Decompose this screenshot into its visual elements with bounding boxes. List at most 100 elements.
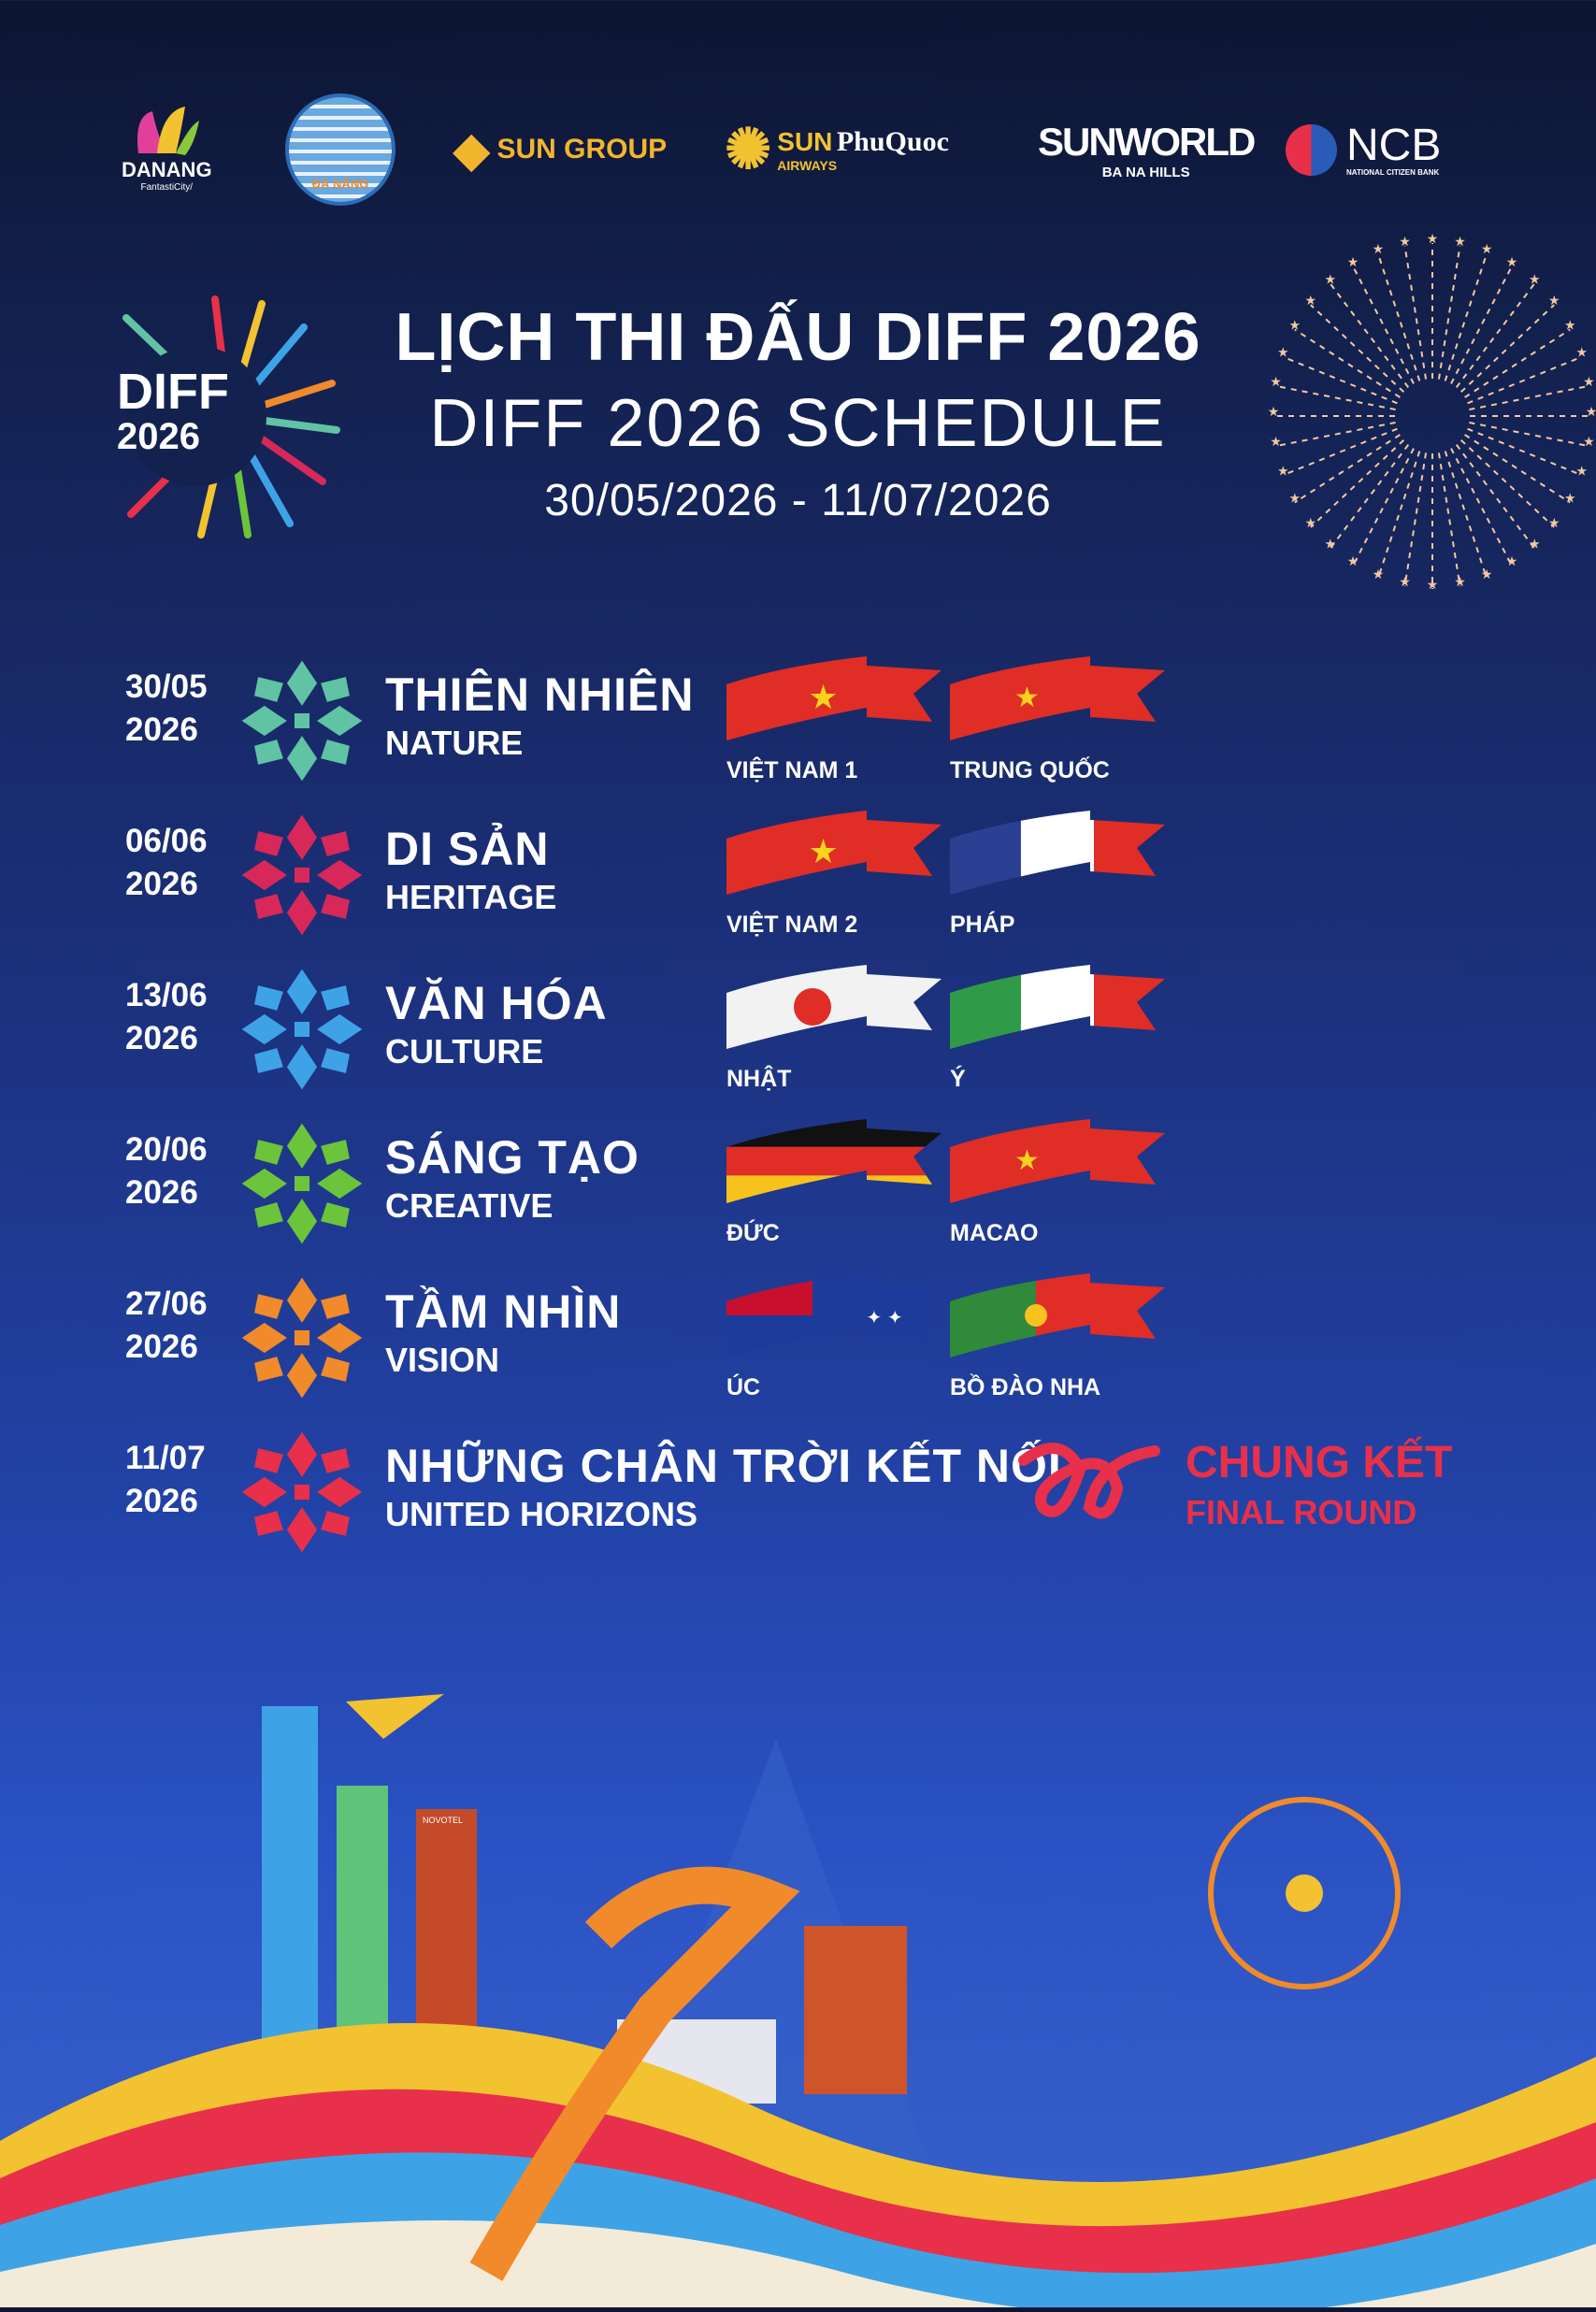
svg-text:★: ★ — [1304, 515, 1316, 530]
sunworld-logo: SUNWORLD BA NA HILLS — [1038, 119, 1256, 180]
svg-text:★: ★ — [1014, 1145, 1040, 1176]
svg-text:NOVOTEL: NOVOTEL — [423, 1816, 463, 1825]
theme-pattern-icon — [241, 1431, 363, 1553]
flag-australia-icon: ✦ ✦ — [726, 1273, 942, 1357]
theme-subtitle: CREATIVE — [385, 1186, 554, 1225]
svg-text:★: ★ — [1427, 577, 1439, 592]
svg-text:★: ★ — [1270, 374, 1282, 389]
theme-title: NHỮNG CHÂN TRỜI KẾT NỐI — [385, 1440, 1062, 1492]
flag-portugal-icon — [950, 1273, 1165, 1357]
svg-text:★: ★ — [1347, 553, 1359, 568]
sun-phuquoc-airways-logo: ✺ SUN PhuQuoc AIRWAYS — [725, 118, 949, 180]
flag-china-icon: ★ — [950, 1119, 1165, 1203]
theme-title: SÁNG TẠO — [385, 1131, 640, 1184]
match-date: 11/07 2026 — [125, 1440, 206, 1519]
schedule-row: 20/06 2026 SÁNG TẠO CREATIVE ĐỨC ★ MACAO — [0, 1119, 1596, 1269]
svg-text:★: ★ — [1548, 293, 1560, 308]
theme-pattern-icon — [241, 1123, 363, 1244]
team-label: VIỆT NAM 1 — [726, 757, 858, 783]
svg-text:★: ★ — [1506, 254, 1518, 269]
city-illustration: NOVOTEL — [0, 1617, 1596, 2312]
theme-subtitle: CULTURE — [385, 1032, 544, 1070]
svg-text:★: ★ — [1324, 271, 1336, 286]
svg-text:★: ★ — [1564, 491, 1576, 506]
flag-germany-icon — [726, 1119, 942, 1203]
match-date: 20/06 2026 — [125, 1131, 208, 1211]
flag-italy-icon — [950, 965, 1165, 1049]
svg-text:★: ★ — [1427, 231, 1439, 246]
flag-japan-icon — [726, 965, 942, 1049]
schedule-row: 11/07 2026 NHỮNG CHÂN TRỜI KẾT NỐI UNITED… — [0, 1431, 1596, 1577]
team-label: PHÁP — [950, 912, 1015, 938]
svg-text:✦ ✦: ✦ ✦ — [867, 1308, 903, 1328]
theme-title: TẦM NHÌN — [385, 1285, 622, 1338]
svg-text:★: ★ — [1270, 434, 1282, 449]
team-label: VIỆT NAM 2 — [726, 912, 858, 938]
theme-subtitle: VISION — [385, 1341, 500, 1379]
theme-subtitle: NATURE — [385, 724, 524, 762]
svg-text:★: ★ — [1575, 345, 1588, 360]
svg-text:★: ★ — [1268, 404, 1280, 419]
svg-text:★: ★ — [1277, 345, 1289, 360]
page-subtitle: DIFF 2026 SCHEDULE — [429, 386, 1167, 461]
svg-text:★: ★ — [1454, 574, 1466, 589]
svg-text:★: ★ — [1529, 537, 1541, 552]
final-subtitle: FINAL ROUND — [1186, 1493, 1417, 1531]
ncb-emblem-icon — [1286, 123, 1337, 176]
svg-text:★: ★ — [1506, 553, 1518, 568]
team-label: TRUNG QUỐC — [950, 757, 1110, 783]
team-label: BỒ ĐÀO NHA — [950, 1374, 1101, 1400]
svg-text:★: ★ — [1481, 567, 1493, 582]
team-label: MACAO — [950, 1220, 1039, 1246]
svg-text:★: ★ — [1373, 241, 1385, 256]
team-label: Ý — [950, 1066, 966, 1092]
flag-france-icon — [950, 811, 1165, 895]
date-range: 30/05/2026 - 11/07/2026 — [544, 476, 1052, 525]
match-date: 06/06 2026 — [125, 823, 208, 902]
svg-text:★: ★ — [1454, 234, 1466, 249]
svg-text:★: ★ — [1481, 241, 1493, 256]
svg-text:★: ★ — [1399, 574, 1411, 589]
theme-subtitle: UNITED HORIZONS — [385, 1495, 698, 1533]
svg-text:★: ★ — [1277, 463, 1289, 478]
theme-title: DI SẢN — [385, 823, 550, 875]
flag-vietnam-icon: ★ — [726, 811, 942, 895]
sun-flower-icon: ✺ — [725, 118, 772, 180]
svg-text:★: ★ — [1288, 318, 1301, 333]
da-nang-skyline-illustration: NOVOTEL — [0, 1694, 1596, 2312]
flag-vietnam-icon: ★ — [726, 656, 942, 740]
theme-subtitle: HERITAGE — [385, 878, 557, 916]
da-nang-city-seal: ĐÀ NẴNG — [285, 93, 395, 206]
svg-text:★: ★ — [1324, 537, 1336, 552]
svg-text:★: ★ — [1583, 434, 1595, 449]
team-label: ÚC — [726, 1374, 761, 1400]
schedule-row: 06/06 2026 DI SẢN HERITAGE ★ VIỆT NAM 2 PH… — [0, 811, 1596, 960]
svg-text:★: ★ — [1529, 271, 1541, 286]
danang-flame-icon — [137, 107, 200, 155]
team-label: ĐỨC — [726, 1220, 780, 1246]
danang-fantasticity-logo: DANANG FantastiCity/ — [122, 93, 212, 206]
firework-decoration: ★ ★ ★ ★ ★ ★ ★ ★ ★ ★ ★ ★ ★ ★ ★ ★ ★ ★ ★ ★ ★ ★ ★ ★ ★ ★ ★ ★ ★ ★ ★ ★ ★ ★ ★ ★ — [1267, 229, 1596, 603]
sponsor-logos: DANANG FantastiCity/ ĐÀ NẴNG ◆ SUN GROUP… — [0, 93, 1596, 206]
final-title: CHUNG KẾT — [1186, 1438, 1453, 1487]
schedule-row: 30/05 2026 THIÊN NHIÊN NATURE ★ VIỆT NAM 1… — [0, 656, 1596, 806]
svg-text:★: ★ — [1564, 318, 1576, 333]
theme-pattern-icon — [241, 660, 363, 782]
page-title: LỊCH THI ĐẤU DIFF 2026 — [395, 300, 1201, 375]
svg-text:★: ★ — [1399, 234, 1411, 249]
svg-text:★: ★ — [1586, 404, 1596, 419]
svg-text:★: ★ — [1373, 567, 1385, 582]
svg-text:★: ★ — [1347, 254, 1359, 269]
svg-text:★: ★ — [1288, 491, 1301, 506]
final-mascot-icon — [1018, 1443, 1160, 1519]
firework-icon: ★ ★ ★ ★ ★ ★ ★ ★ ★ ★ ★ ★ ★ ★ ★ ★ ★ ★ ★ ★ ★ ★ ★ ★ ★ ★ ★ ★ ★ ★ ★ ★ ★ ★ ★ ★ — [1268, 231, 1596, 592]
schedule-row: 13/06 2026 VĂN HÓA CULTURE NHẬT Ý — [0, 965, 1596, 1114]
svg-text:★: ★ — [1304, 293, 1316, 308]
team-label: NHẬT — [726, 1066, 792, 1092]
svg-text:★: ★ — [808, 832, 838, 870]
theme-pattern-icon — [241, 814, 363, 936]
match-date: 27/06 2026 — [125, 1285, 208, 1365]
sun-diamond-icon: ◆ — [453, 123, 490, 176]
match-date: 13/06 2026 — [125, 977, 208, 1056]
diff-2026-logo: DIFF 2026 — [112, 290, 346, 542]
